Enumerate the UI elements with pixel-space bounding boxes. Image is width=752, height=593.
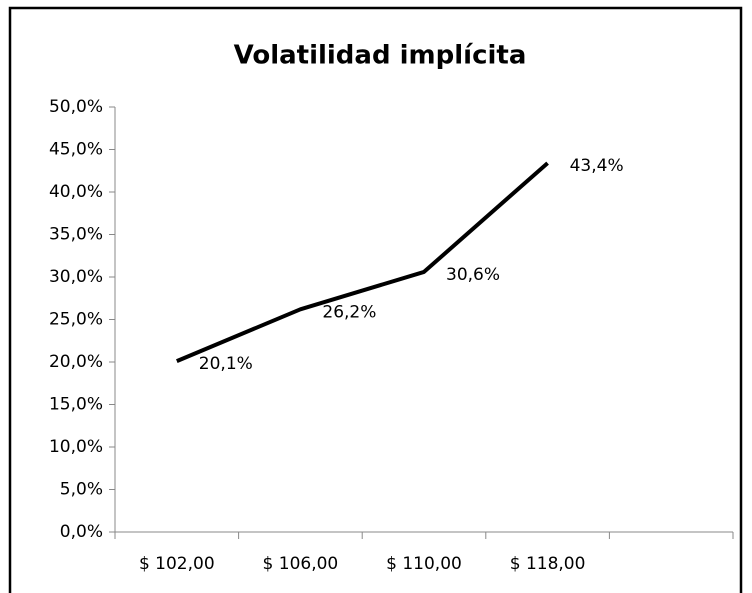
data-label: 26,2% xyxy=(322,302,376,322)
y-tick-label: 50,0% xyxy=(49,97,103,117)
x-tick-label: $ 102,00 xyxy=(139,554,215,574)
x-tick-label: $ 106,00 xyxy=(263,554,339,574)
y-tick-label: 15,0% xyxy=(49,395,103,415)
data-label: 20,1% xyxy=(199,354,253,374)
y-tick-label: 5,0% xyxy=(60,480,103,500)
chart-title: Volatilidad implícita xyxy=(234,41,527,71)
y-tick-label: 25,0% xyxy=(49,310,103,330)
x-tick-label: $ 110,00 xyxy=(386,554,462,574)
x-tick-label: $ 118,00 xyxy=(510,554,586,574)
y-tick-label: 30,0% xyxy=(49,267,103,287)
data-label: 30,6% xyxy=(446,265,500,285)
y-tick-label: 10,0% xyxy=(49,437,103,457)
y-tick-label: 35,0% xyxy=(49,225,103,245)
y-tick-label: 0,0% xyxy=(60,522,103,542)
data-label: 43,4% xyxy=(570,156,624,176)
y-tick-label: 40,0% xyxy=(49,182,103,202)
chart-frame xyxy=(8,6,743,593)
line-series xyxy=(176,161,549,363)
y-tick-label: 20,0% xyxy=(49,352,103,372)
y-tick-label: 45,0% xyxy=(49,140,103,160)
